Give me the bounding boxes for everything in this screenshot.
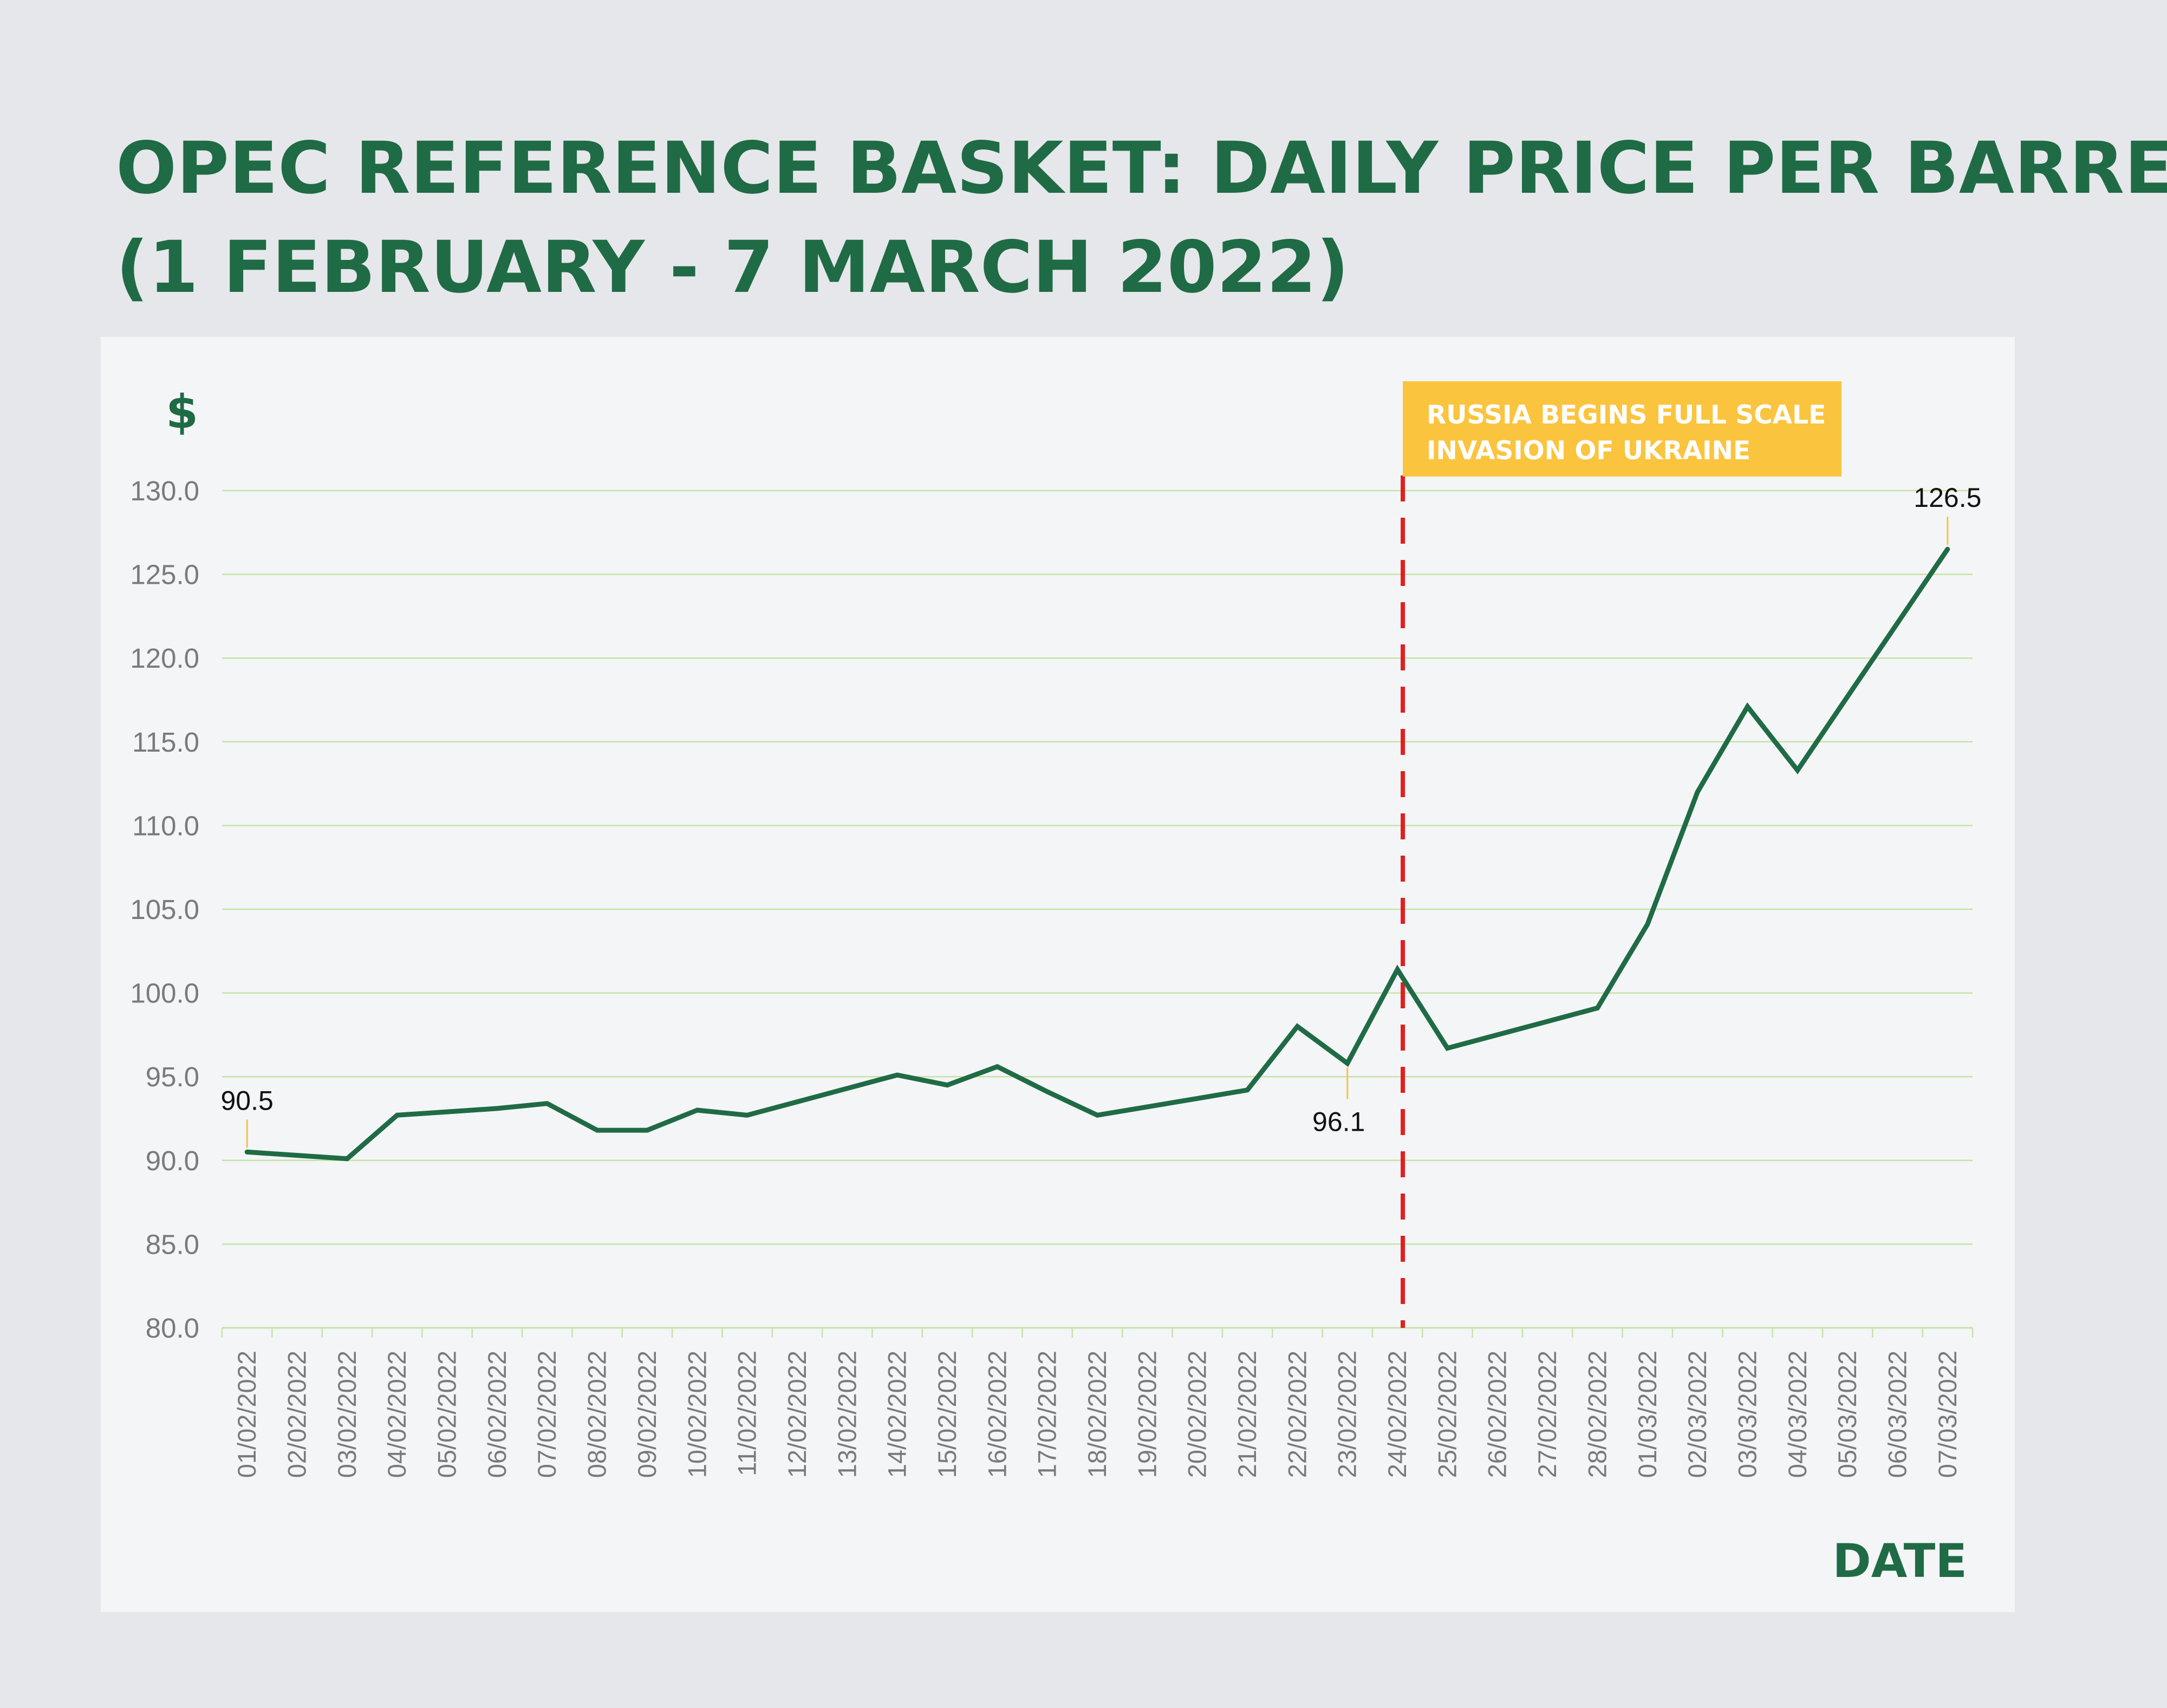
x-tick-label: 18/02/2022 [1083,1351,1111,1478]
x-tick-label: 01/02/2022 [232,1351,261,1478]
x-tick-label: 14/02/2022 [883,1351,912,1478]
y-tick-label: 80.0 [146,1313,199,1344]
x-tick-label: 10/02/2022 [682,1351,711,1478]
x-tick-label: 07/03/2022 [1933,1351,1962,1478]
x-tick-label: 22/02/2022 [1283,1351,1311,1478]
x-tick-label: 06/02/2022 [483,1351,511,1478]
x-tick-label: 08/02/2022 [583,1351,611,1478]
x-tick-label: 04/02/2022 [382,1351,411,1478]
chart-panel: 80.0 85.0 90.0 95.0 100.0 105.0 110.0 115.0 120.… [101,337,2015,1612]
x-axis-title: DATE [1832,1534,1967,1588]
chart-title: OPEC REFERENCE BASKET: DAILY PRICE PER B… [116,119,2167,317]
x-tick-label: 13/02/2022 [832,1351,861,1478]
x-tick-label: 24/02/2022 [1383,1351,1411,1478]
y-tick-label: 85.0 [146,1229,199,1260]
data-label: 126.5 [1914,483,1981,513]
x-tick-label: 03/02/2022 [333,1351,361,1478]
x-tick-label: 02/03/2022 [1683,1351,1712,1478]
y-tick-label: 105.0 [130,894,199,925]
y-tick-label: 125.0 [130,559,199,590]
x-tick-label: 25/02/2022 [1433,1351,1461,1478]
x-tick-label: 17/02/2022 [1033,1351,1062,1478]
x-tick-label: 19/02/2022 [1133,1351,1161,1478]
x-tick-label: 11/02/2022 [733,1351,762,1476]
x-tick-label: 01/03/2022 [1633,1351,1662,1478]
y-tick-label: 110.0 [132,810,199,841]
x-tick-label: 16/02/2022 [982,1351,1011,1478]
y-axis-title: $ [166,385,198,439]
x-tick-label: 28/02/2022 [1583,1351,1611,1478]
x-tick-label: 04/03/2022 [1783,1351,1812,1478]
x-tick-label: 20/02/2022 [1183,1351,1212,1478]
chart-title-line-2: (1 FEBRUARY - 7 MARCH 2022) [116,226,1349,309]
x-tick-label: 06/03/2022 [1883,1351,1911,1478]
line-chart: 80.0 85.0 90.0 95.0 100.0 105.0 110.0 115.0 120.… [130,381,1981,1588]
y-tick-label: 120.0 [130,643,199,674]
y-tick-label: 115.0 [132,727,199,758]
event-annotation-label: INVASION OF UKRAINE [1427,436,1750,466]
data-label: 90.5 [221,1085,274,1116]
series-line [244,546,1950,1162]
x-tick-label: 21/02/2022 [1233,1351,1261,1478]
x-tick-label: 03/03/2022 [1733,1351,1761,1478]
x-tick-label: 15/02/2022 [933,1351,961,1478]
x-tick-label: 26/02/2022 [1483,1351,1512,1478]
x-tick-label: 07/02/2022 [532,1351,561,1478]
y-tick-label: 130.0 [130,475,199,506]
x-tick-label: 05/02/2022 [433,1351,461,1478]
y-tick-label: 95.0 [146,1061,199,1092]
data-label: 96.1 [1312,1106,1365,1137]
x-tick-label: 27/02/2022 [1533,1351,1561,1478]
x-tick-label: 02/02/2022 [283,1351,311,1478]
x-tick-label: 05/03/2022 [1833,1351,1862,1478]
x-tick-label: 09/02/2022 [633,1351,661,1478]
y-tick-label: 90.0 [146,1145,199,1176]
chart-title-line-1: OPEC REFERENCE BASKET: DAILY PRICE PER B… [116,127,2167,210]
event-annotation-label: RUSSIA BEGINS FULL SCALE [1427,400,1826,430]
x-tick-label: 12/02/2022 [783,1351,811,1478]
x-tick-label: 23/02/2022 [1333,1351,1362,1478]
event-annotation-box [1403,381,1842,477]
y-tick-label: 100.0 [130,978,199,1009]
